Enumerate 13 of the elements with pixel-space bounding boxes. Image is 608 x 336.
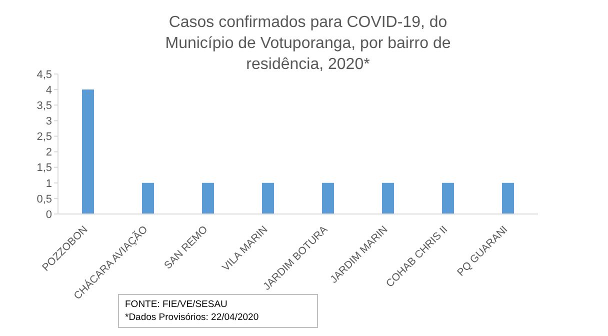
y-tick-label: 1,5 (36, 162, 52, 174)
y-tick-label: 4,5 (36, 68, 52, 81)
y-tick-label: 1 (46, 178, 52, 190)
y-tick-label: 4 (46, 84, 52, 96)
text: *Dados Provisórios: 22/04/2020 (125, 311, 260, 324)
y-tick-label: 2 (46, 146, 52, 159)
y-tick-label: 3 (46, 116, 52, 128)
y-tick-label: 2,5 (36, 131, 52, 144)
source-note: FONTE: FIE/VE/SESAU (125, 298, 228, 311)
y-tick-label: 0 (46, 208, 52, 221)
y-tick-label: 3,5 (36, 100, 52, 112)
chart-title: Casos confirmados para COVID-19, do Município de Votuporanga, por bairro de residência, 2020* (164, 13, 452, 75)
y-tick-label: 0,5 (36, 193, 52, 206)
